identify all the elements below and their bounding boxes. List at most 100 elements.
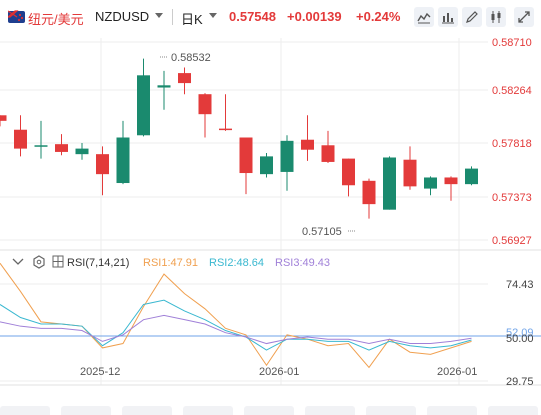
- candle: [219, 94, 232, 131]
- candle: [280, 135, 294, 191]
- candle-body: [465, 168, 478, 185]
- candle: [301, 115, 314, 161]
- candle: [321, 130, 335, 164]
- x-axis-label: 2025-12: [80, 366, 120, 378]
- rsi-series-rsi3: [0, 314, 472, 345]
- candle-body: [55, 144, 68, 152]
- fullscreen-button[interactable]: [514, 7, 534, 27]
- rsi-series-rsi1: [0, 262, 472, 369]
- candle-body: [403, 159, 417, 187]
- rsi-axis-label: 52.09: [506, 327, 534, 339]
- candle-body: [260, 156, 273, 175]
- indicator-button[interactable]: [438, 7, 458, 27]
- candle: [444, 176, 458, 201]
- candle-body: [157, 85, 171, 88]
- candle-body: [116, 137, 130, 184]
- candle: [178, 67, 191, 95]
- candle-body: [96, 154, 109, 175]
- chart-gridlines: [0, 38, 488, 385]
- settings-gear-icon[interactable]: [33, 255, 45, 269]
- candle-body: [198, 94, 212, 115]
- candle-body: [219, 128, 232, 131]
- x-axis-label: 2026-01: [437, 366, 477, 378]
- price-axis-label: 0.57373: [492, 192, 532, 204]
- rsi-title: RSI(7,14,21): [67, 257, 129, 269]
- rsi-lines: [0, 262, 472, 369]
- edit-icon: [466, 11, 478, 23]
- candle: [260, 153, 273, 178]
- candle-body: [75, 148, 89, 155]
- fullscreen-icon: [518, 11, 530, 23]
- candle-body: [239, 137, 253, 174]
- line-chart-button[interactable]: [414, 7, 434, 27]
- candle-body: [301, 139, 314, 150]
- pair-dropdown-caret-icon[interactable]: [155, 13, 163, 18]
- candle: [34, 120, 48, 159]
- candle: [14, 115, 27, 157]
- x-axis: 2025-12 2026-01 2026-01: [80, 366, 477, 378]
- high-annotation: 0.58532: [171, 52, 211, 64]
- collapse-chevron-icon[interactable]: [12, 258, 24, 265]
- quote-header: 纽元/美元 NZDUSD 日K 0.57548 +0.00139 +0.24%: [0, 0, 541, 34]
- rsi-axis-label: 74.43: [506, 279, 534, 291]
- rsi-header: RSI(7,14,21) RSI1:47.91 RSI2:48.64 RSI3:…: [12, 255, 330, 269]
- candle: [137, 58, 150, 137]
- candle: [424, 176, 437, 196]
- candle-body: [321, 145, 335, 162]
- price-change: +0.00139: [287, 9, 342, 24]
- draw-tool-button[interactable]: [462, 7, 482, 27]
- rsi-series-rsi2: [0, 299, 472, 351]
- current-price: 0.57548: [229, 9, 276, 24]
- candle: [96, 146, 109, 196]
- candlesticks: [0, 58, 478, 219]
- candle-body: [424, 177, 437, 189]
- candle: [342, 158, 355, 197]
- rsi-axis-label: 29.75: [506, 376, 534, 388]
- candle: [157, 70, 171, 110]
- pair-name-cn[interactable]: 纽元/美元: [28, 12, 84, 27]
- price-change-percent: +0.24%: [356, 9, 401, 24]
- nz-flag-icon: [8, 10, 25, 23]
- candle: [198, 93, 212, 138]
- rsi3-value: RSI3:49.43: [275, 257, 330, 269]
- candle-body: [14, 129, 27, 149]
- candle: [75, 143, 89, 160]
- bottom-toolbar[interactable]: [0, 406, 538, 415]
- candle-body: [280, 140, 294, 172]
- candle: [0, 115, 7, 127]
- candle: [403, 146, 417, 190]
- rsi-axis: 74.43 52.09 50.00 29.75: [506, 279, 534, 388]
- price-axis-label: 0.58264: [492, 85, 532, 97]
- bar-chart-icon: [442, 13, 454, 24]
- candle: [465, 166, 478, 186]
- low-annotation: 0.57105: [302, 226, 342, 238]
- header-divider: [172, 9, 173, 25]
- candle: [116, 120, 130, 185]
- rsi2-value: RSI2:48.64: [209, 257, 264, 269]
- candle-settings-button[interactable]: [486, 7, 506, 27]
- candle-body: [362, 180, 376, 205]
- candle-body: [0, 115, 7, 121]
- candle-body: [383, 157, 396, 210]
- candle-body: [137, 75, 150, 136]
- indicator-grid-icon[interactable]: [52, 255, 64, 268]
- candle-settings-icon: [491, 11, 501, 23]
- price-axis-label: 0.57818: [492, 138, 532, 150]
- candle: [383, 156, 396, 210]
- candle-body: [444, 177, 458, 185]
- candle: [55, 134, 68, 156]
- line-chart-icon: [417, 12, 431, 24]
- candle-body: [342, 158, 355, 186]
- candle: [239, 137, 253, 195]
- period-selector[interactable]: 日K: [181, 12, 203, 27]
- x-axis-label: 2026-01: [259, 366, 299, 378]
- pair-code[interactable]: NZDUSD: [95, 9, 150, 24]
- rsi-axis-label: 50.00: [506, 333, 534, 345]
- period-dropdown-caret-icon[interactable]: [209, 13, 217, 18]
- price-axis-label: 0.58710: [492, 37, 532, 49]
- candle-body: [34, 145, 48, 147]
- price-axis: 0.58710 0.58264 0.57818 0.57373 0.56927: [492, 37, 532, 247]
- candle: [362, 178, 376, 219]
- price-axis-label: 0.56927: [492, 235, 532, 247]
